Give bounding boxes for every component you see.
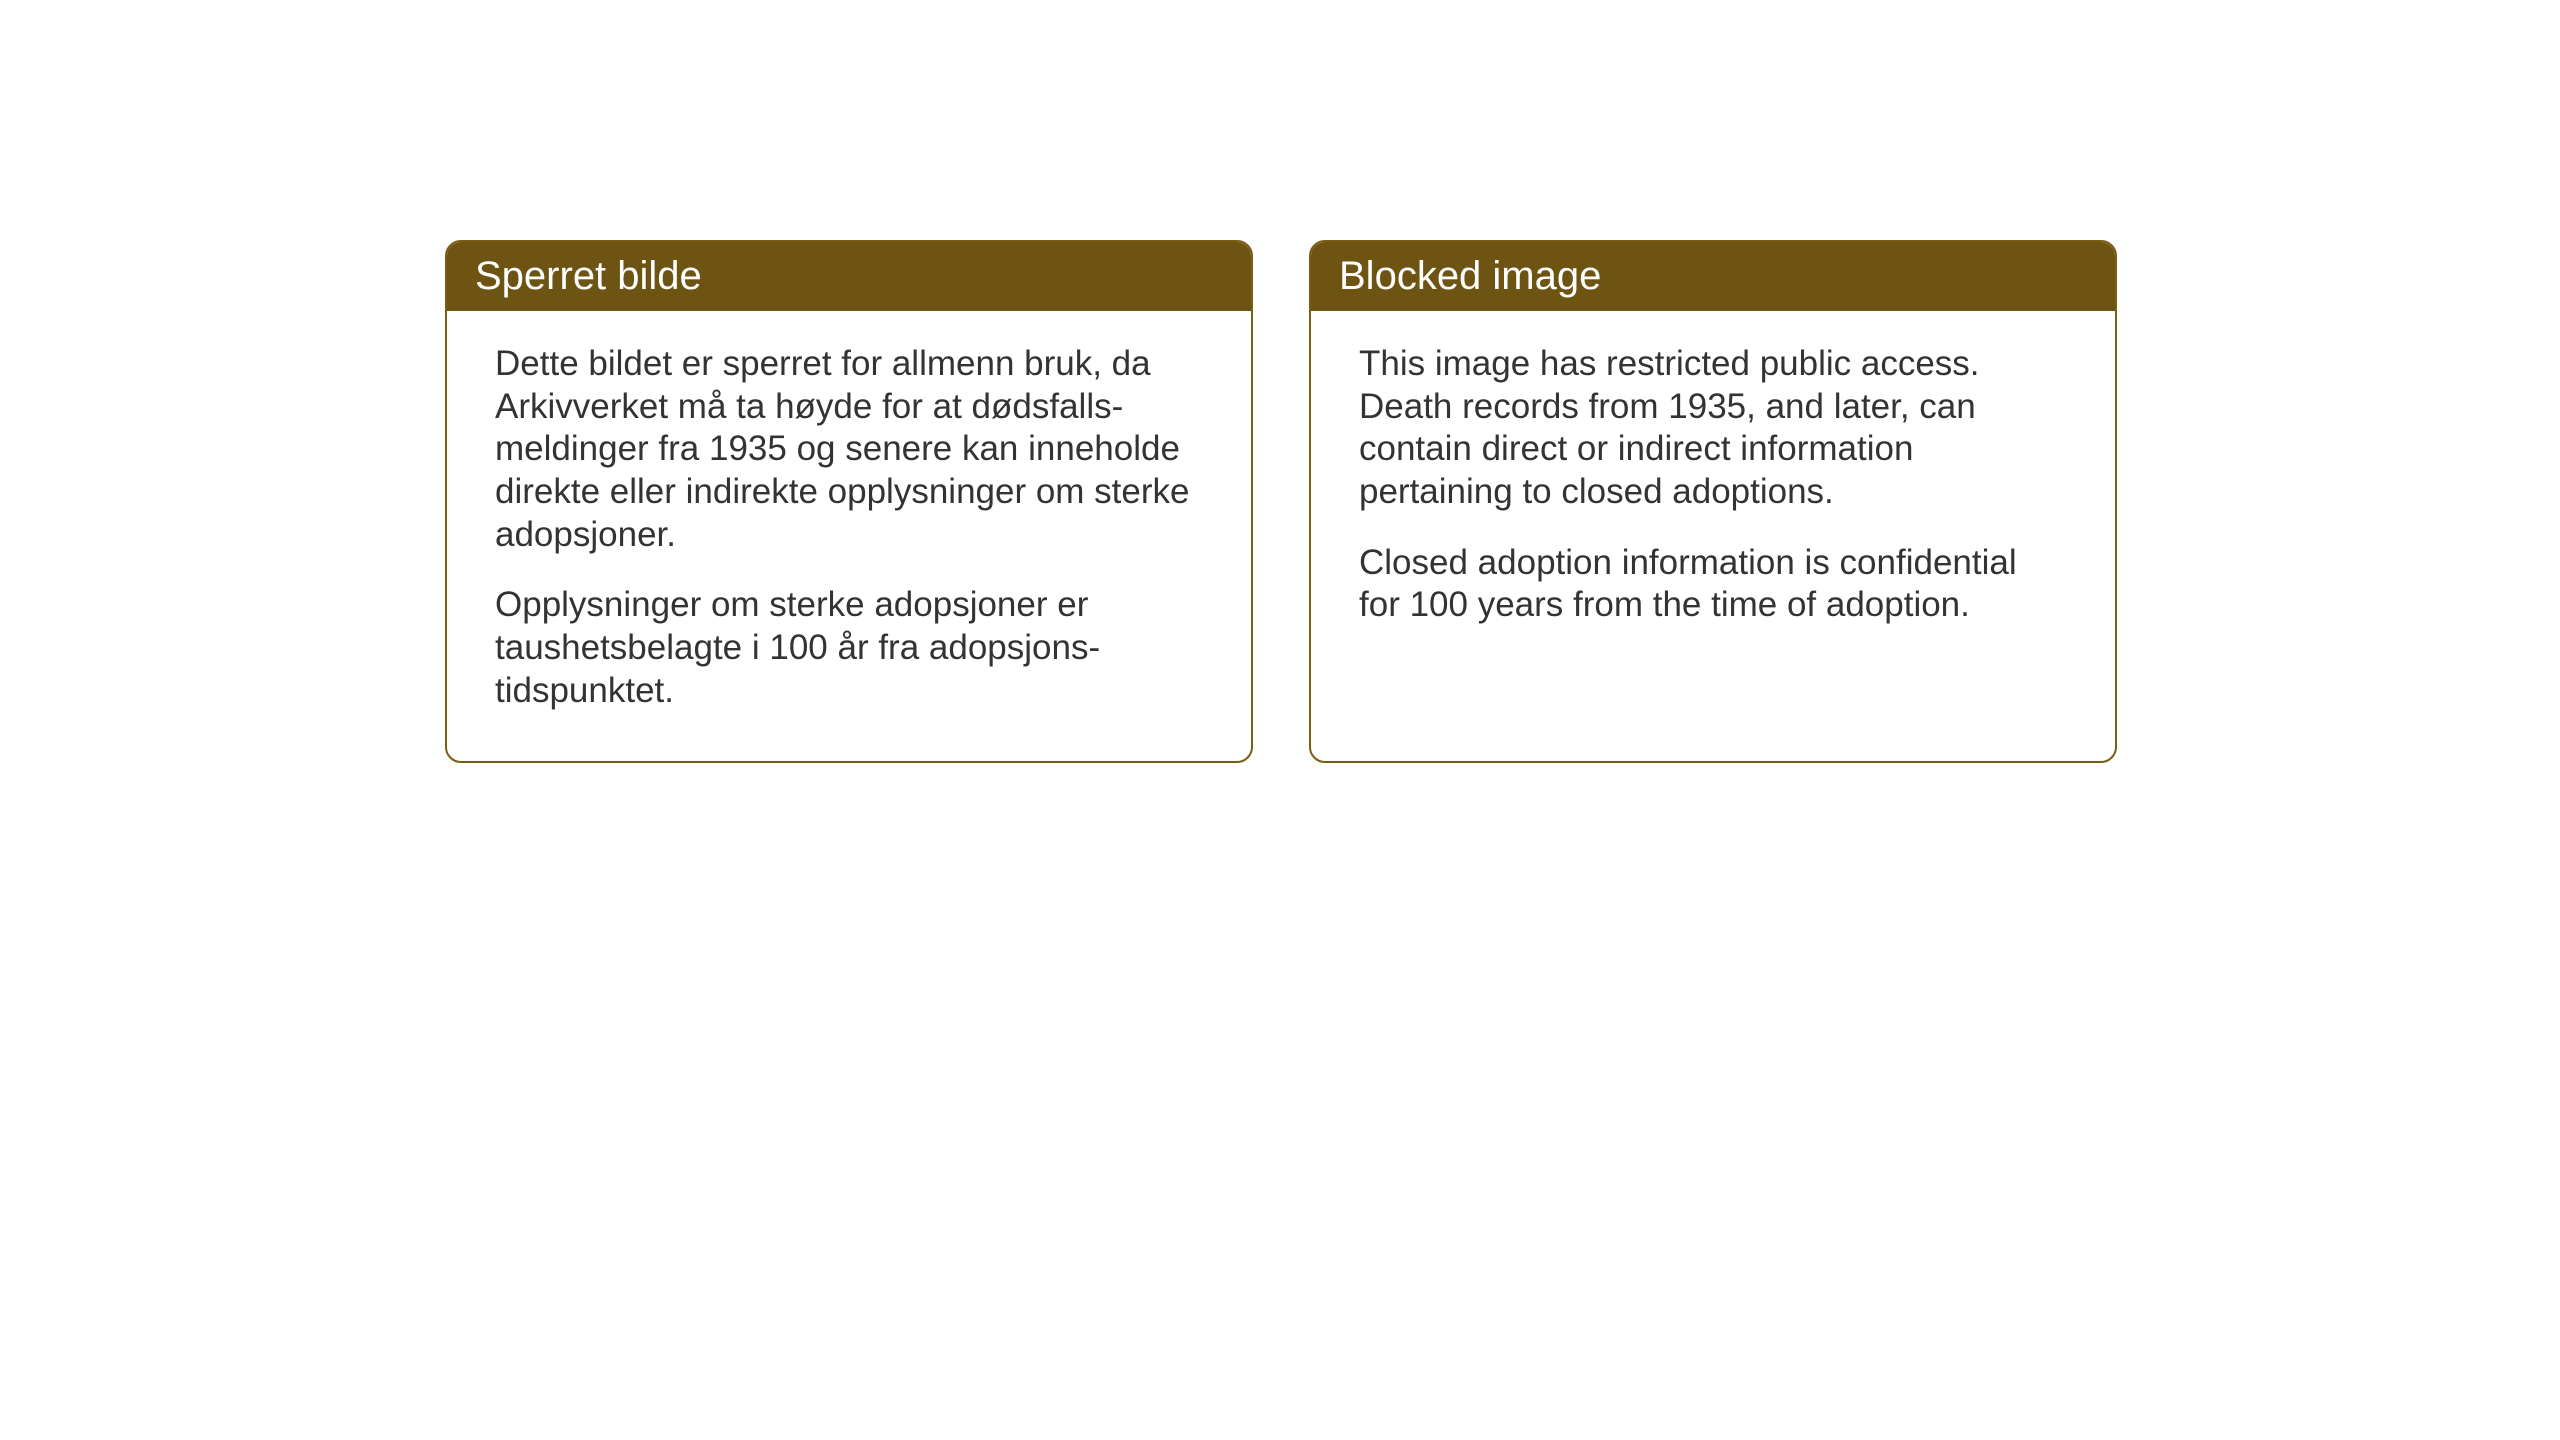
norwegian-notice-card: Sperret bilde Dette bildet er sperret fo…: [445, 240, 1253, 763]
english-card-header: Blocked image: [1311, 242, 2115, 311]
norwegian-paragraph-2: Opplysninger om sterke adopsjoner er tau…: [495, 584, 1203, 712]
norwegian-card-title: Sperret bilde: [475, 254, 702, 298]
norwegian-paragraph-1: Dette bildet er sperret for allmenn bruk…: [495, 343, 1203, 556]
notice-container: Sperret bilde Dette bildet er sperret fo…: [445, 240, 2117, 763]
norwegian-card-body: Dette bildet er sperret for allmenn bruk…: [447, 311, 1251, 761]
norwegian-card-header: Sperret bilde: [447, 242, 1251, 311]
english-paragraph-1: This image has restricted public access.…: [1359, 343, 2067, 514]
english-paragraph-2: Closed adoption information is confident…: [1359, 542, 2067, 627]
english-card-title: Blocked image: [1339, 254, 1601, 298]
english-card-body: This image has restricted public access.…: [1311, 311, 2115, 675]
english-notice-card: Blocked image This image has restricted …: [1309, 240, 2117, 763]
